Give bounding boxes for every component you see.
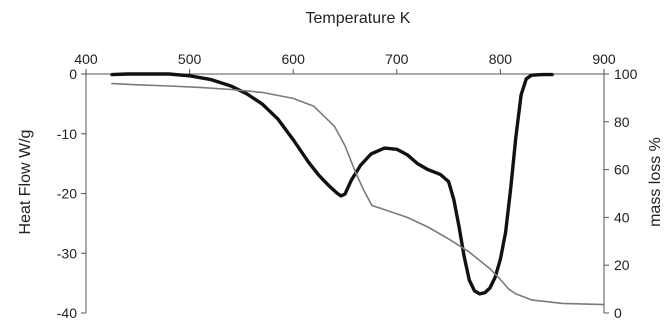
heat-flow-line <box>110 72 554 296</box>
x-tick-label: 700 <box>385 51 409 67</box>
tick-labels: 400 500 600 700 800 9000-10-20-30-40100806040… <box>57 51 638 321</box>
series-layer <box>110 72 605 306</box>
y-left-tick-label: -20 <box>57 186 77 202</box>
y-left-tick-label: -40 <box>57 305 77 320</box>
x-tick-label: 800 <box>489 51 513 67</box>
x-tick-label: 900 <box>592 51 616 67</box>
y-left-tick-label: -30 <box>57 245 77 261</box>
y-axis-right-title: mass loss % <box>647 137 664 227</box>
y-right-tick-label: 100 <box>614 66 638 82</box>
x-axis-title: Temperature K <box>306 10 411 27</box>
y-axis-left-title: Heat Flow W/g <box>17 130 34 235</box>
x-tick-label: 400 <box>74 51 98 67</box>
y-right-tick-label: 20 <box>614 257 630 273</box>
mass-loss-line <box>111 82 605 306</box>
x-tick-label: 500 <box>178 51 202 67</box>
y-right-tick-label: 60 <box>614 162 630 178</box>
y-right-tick-label: 40 <box>614 209 630 225</box>
y-right-tick-label: 0 <box>614 305 622 320</box>
y-left-tick-label: -10 <box>57 126 77 142</box>
x-tick-label: 600 <box>282 51 306 67</box>
y-right-tick-label: 80 <box>614 114 630 130</box>
y-left-tick-label: 0 <box>69 66 77 82</box>
